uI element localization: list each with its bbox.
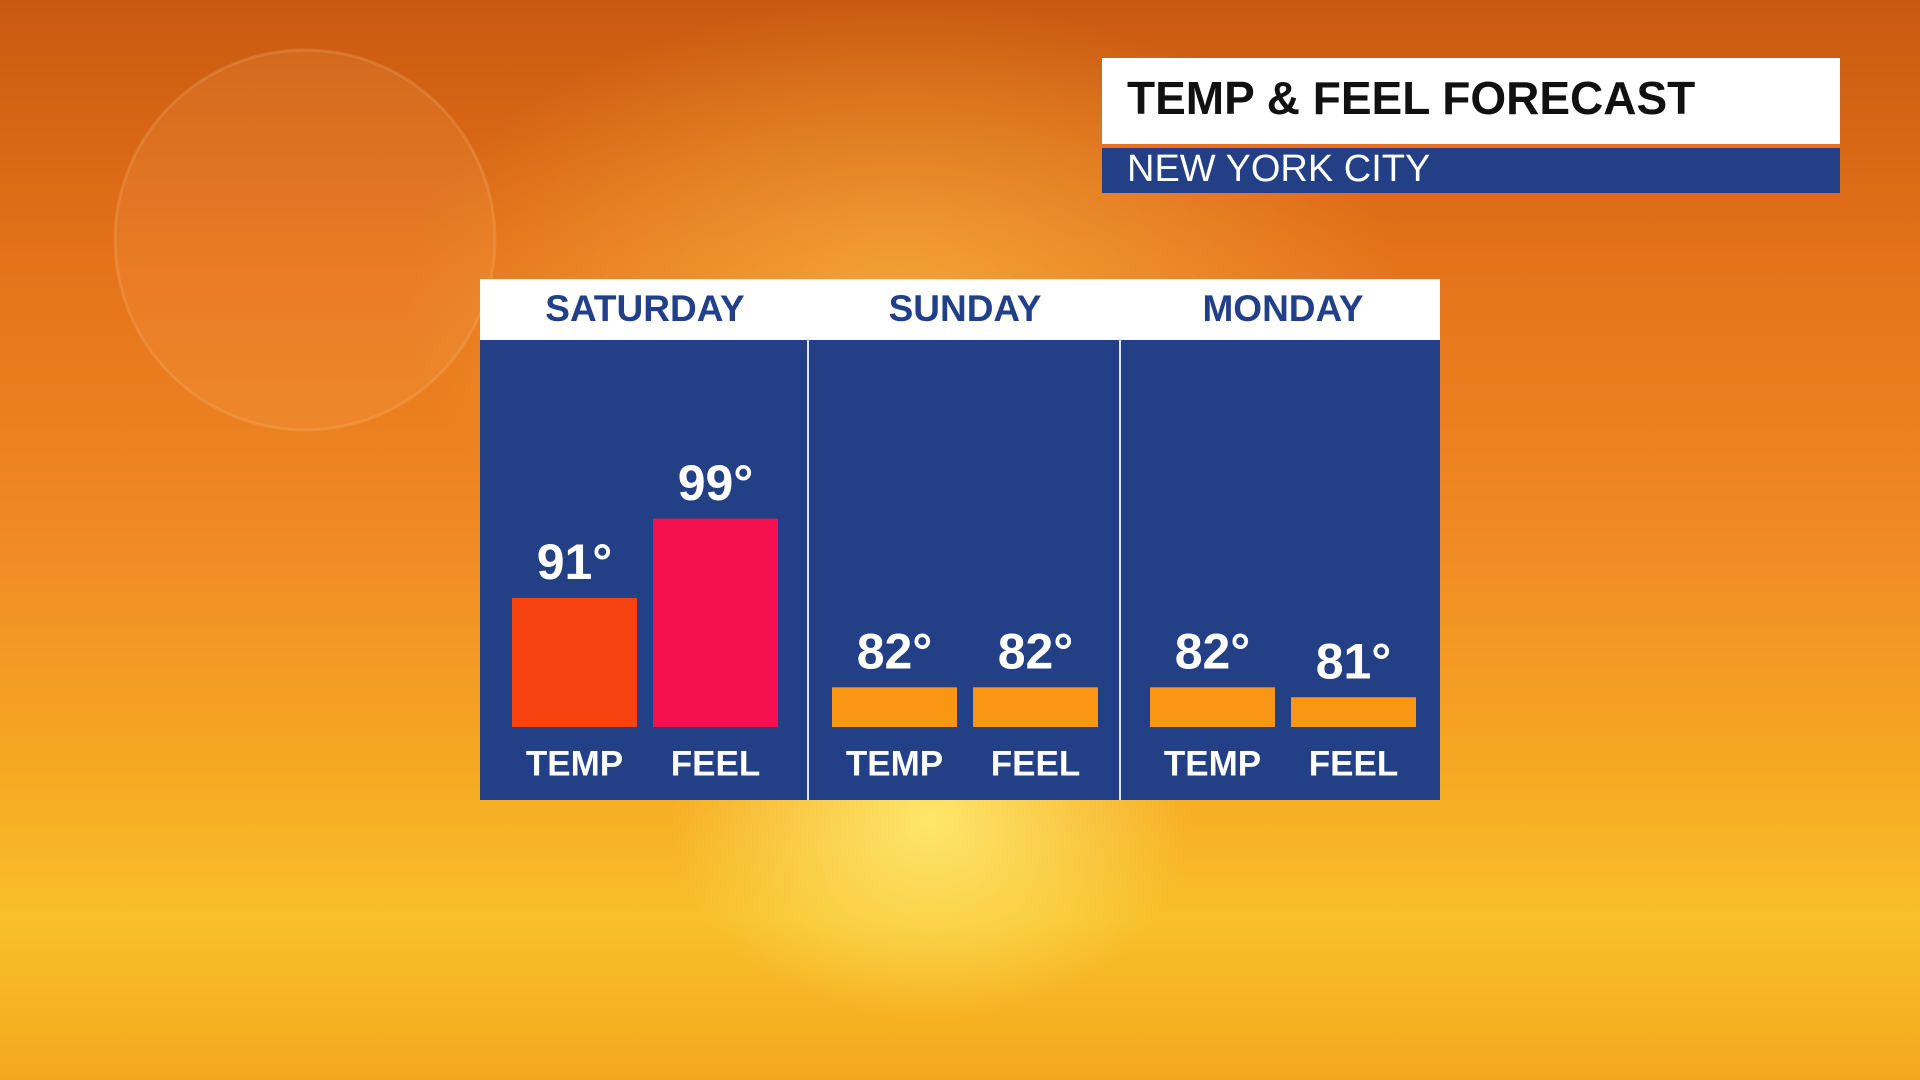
title-rule	[1102, 144, 1840, 148]
series-label: TEMP	[1164, 744, 1261, 783]
value-label: 82°	[857, 624, 933, 680]
bar	[1291, 697, 1416, 727]
chart-title: TEMP & FEEL FORECAST	[1127, 72, 1695, 124]
day-header: MONDAY	[1202, 288, 1363, 329]
value-label: 82°	[998, 624, 1074, 680]
value-label: 81°	[1316, 633, 1392, 689]
series-label: FEEL	[991, 744, 1080, 783]
day-header: SATURDAY	[545, 288, 745, 329]
title-box	[1102, 58, 1840, 144]
series-label: TEMP	[526, 744, 623, 783]
bar	[653, 518, 778, 727]
series-label: TEMP	[846, 744, 943, 783]
subtitle-box	[1102, 148, 1840, 193]
series-label: FEEL	[671, 744, 760, 783]
value-label: 99°	[678, 455, 754, 511]
bar	[973, 687, 1098, 727]
chart-subtitle: NEW YORK CITY	[1127, 148, 1430, 190]
plot-panel	[480, 340, 1440, 800]
sun-flare	[113, 48, 497, 432]
bar	[512, 598, 637, 727]
header-band	[480, 279, 1440, 340]
bar	[1150, 687, 1275, 727]
value-label: 91°	[537, 534, 613, 590]
series-label: FEEL	[1309, 744, 1398, 783]
day-header: SUNDAY	[889, 288, 1042, 329]
bar	[832, 687, 957, 727]
value-label: 82°	[1175, 624, 1251, 680]
